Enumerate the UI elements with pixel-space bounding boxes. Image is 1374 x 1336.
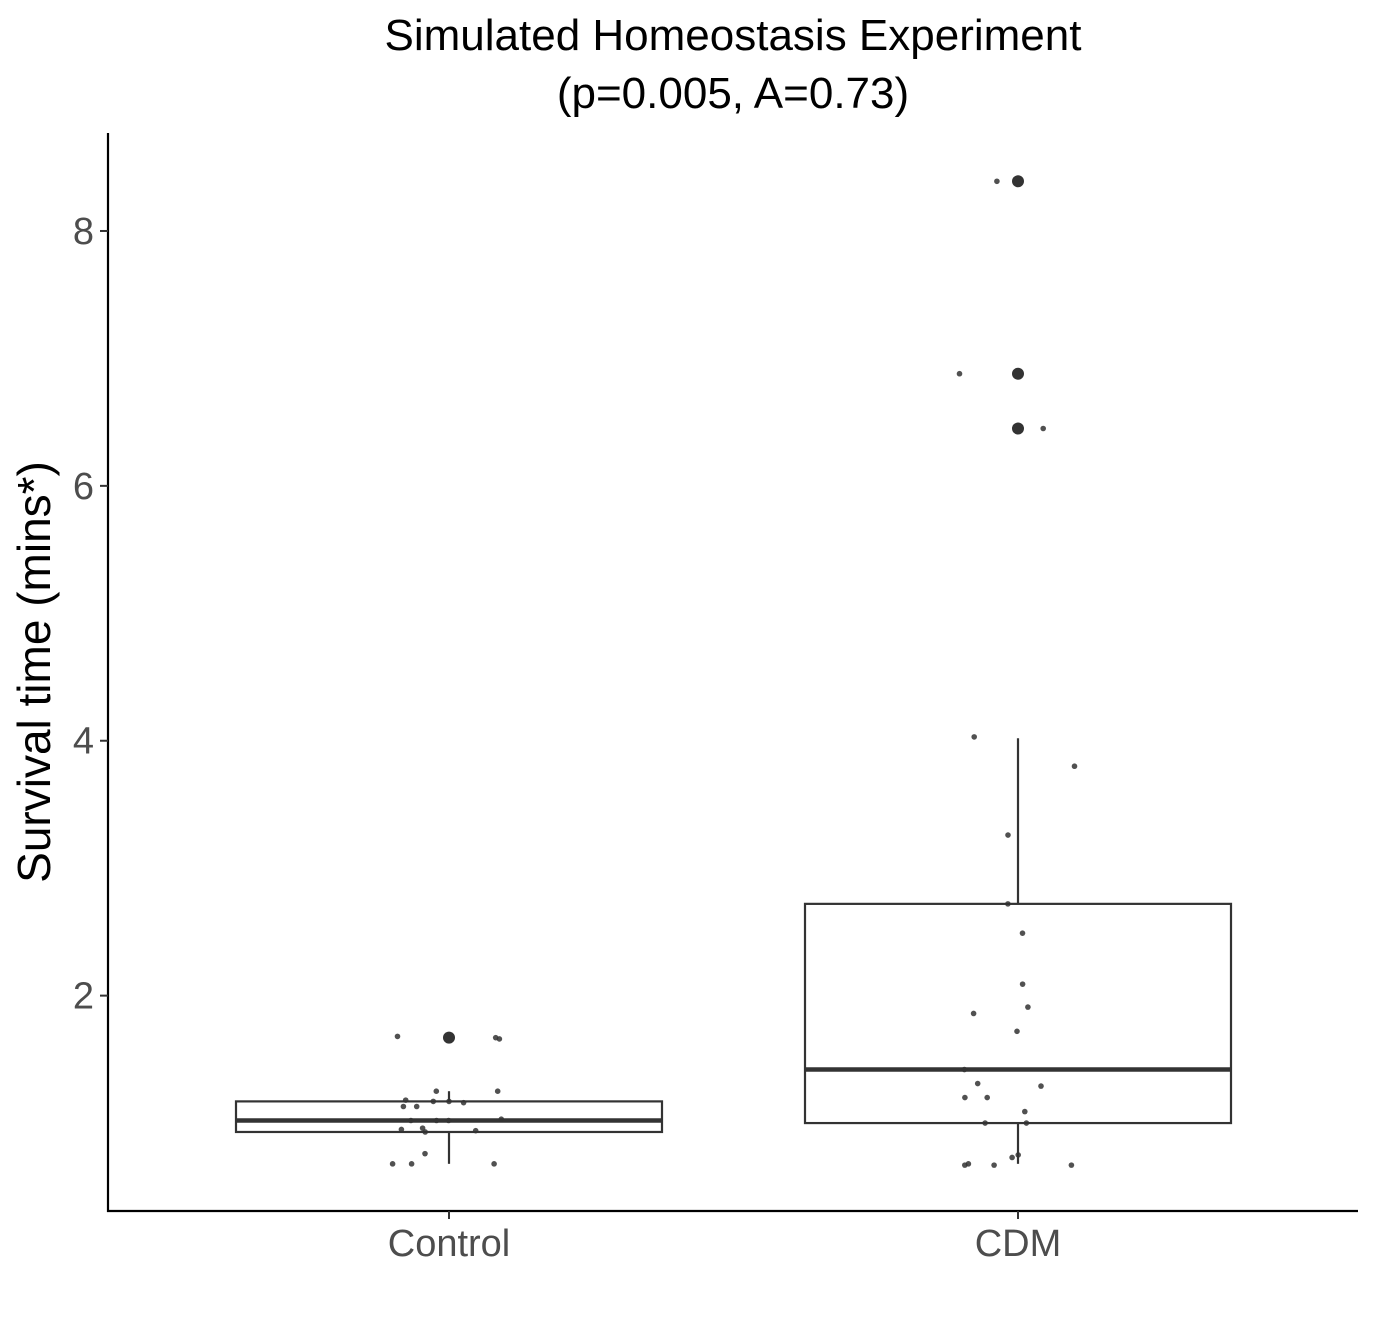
jitter-point [472, 1127, 479, 1134]
jitter-point [1014, 1028, 1020, 1035]
y-tick-label: 4 [73, 721, 94, 763]
box-control [234, 1100, 664, 1134]
jitter-point [446, 1098, 452, 1105]
chart-subtitle: (p=0.005, A=0.73) [557, 69, 909, 118]
outlier-point [443, 1031, 455, 1044]
jitter-point [970, 1010, 977, 1017]
jitter-point [433, 1088, 440, 1094]
jitter-point [430, 1098, 437, 1105]
jitter-point [445, 1117, 452, 1124]
jitter-point [1005, 832, 1011, 838]
jitter-point [389, 1161, 396, 1167]
y-axis-label: Survival time (mins*) [8, 461, 60, 883]
jitter-point [400, 1103, 407, 1110]
y-tick-label: 6 [73, 466, 94, 508]
jitter-point [494, 1088, 501, 1094]
outlier-point [1012, 422, 1024, 435]
jitter-point [1025, 1004, 1031, 1010]
jitter-point [984, 1094, 990, 1101]
jitter-point [961, 1066, 968, 1073]
jitter-point [433, 1117, 440, 1124]
axis-ticks: 2 4 6 8 Control CDM [73, 211, 1061, 1265]
y-tick-label: 2 [73, 976, 94, 1018]
jitter-point [962, 1094, 968, 1101]
x-tick-label: Control [388, 1223, 511, 1265]
jitter-point [398, 1126, 405, 1133]
outlier-point [1012, 175, 1024, 188]
jitter-point [460, 1099, 467, 1106]
jitter-point [422, 1150, 428, 1157]
jitter-point [956, 370, 963, 377]
jitter-point [1019, 930, 1026, 936]
jitter-point [1015, 1152, 1021, 1158]
jitter-point [498, 1116, 505, 1123]
jitter-point [991, 1162, 997, 1168]
jitter-point [496, 1036, 503, 1042]
jitter-point [1005, 901, 1011, 907]
jitter-point [1068, 1162, 1075, 1168]
jitter-point [422, 1129, 429, 1135]
jitter-point [1023, 1120, 1030, 1126]
jitter-point [1040, 425, 1046, 432]
y-tick-label: 8 [73, 211, 94, 253]
jitter-point [1038, 1083, 1044, 1089]
jitter-point [971, 734, 977, 740]
chart-title: Simulated Homeostasis Experiment [385, 11, 1082, 60]
jitter-point [962, 1162, 968, 1168]
jitter-point [402, 1097, 409, 1103]
box-cdm [803, 902, 1233, 1125]
jitter-point [408, 1161, 415, 1167]
jitter-point [1019, 981, 1026, 987]
x-tick-label: CDM [975, 1223, 1062, 1265]
jitter-point [408, 1117, 414, 1124]
jitter-point [413, 1103, 420, 1110]
jitter-point [491, 1161, 497, 1167]
jitter-point [994, 178, 1000, 185]
outlier-point [1012, 367, 1024, 380]
jitter-point [1022, 1108, 1028, 1115]
plot-area [234, 175, 1233, 1168]
jitter-point [1009, 1154, 1015, 1161]
jitter-point [1071, 763, 1078, 770]
jitter-point [974, 1080, 981, 1087]
jitter-point [394, 1033, 401, 1040]
jitter-point [982, 1120, 988, 1126]
